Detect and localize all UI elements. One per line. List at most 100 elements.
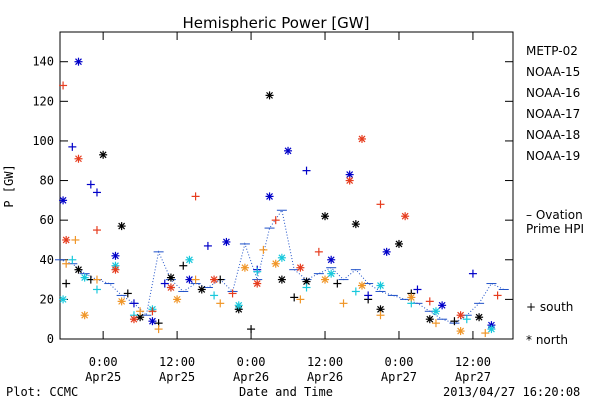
noaa-15-north-point: [74, 57, 83, 66]
noaa-18-north-point: [358, 281, 366, 290]
x-tick-label-date: Apr25: [85, 370, 121, 384]
legend-entry-noaa-17: NOAA-17: [526, 107, 580, 121]
noaa-18-north-point: [456, 327, 465, 336]
noaa-15-south-point: [302, 166, 311, 175]
metp-02-south-point: [333, 279, 342, 288]
noaa-18-south-point: [136, 307, 145, 316]
noaa-15-north-point: [111, 251, 120, 260]
y-tick-label: 100: [32, 134, 54, 148]
noaa-15-south-point: [413, 285, 422, 294]
noaa-15-north-point: [265, 192, 274, 201]
noaa-19-south-point: [314, 247, 323, 256]
noaa-19-south-point: [59, 81, 68, 90]
noaa-15-north-point: [327, 255, 336, 264]
noaa-16-north-point: [185, 255, 194, 264]
noaa-15-north-point: [382, 247, 391, 256]
noaa-18-south-point: [431, 319, 440, 328]
legend-entry-noaa-19: NOAA-19: [526, 149, 580, 163]
noaa-16-south-point: [68, 255, 77, 264]
noaa-16-north-point: [80, 273, 89, 282]
metp-02-north-point: [351, 220, 360, 229]
ovation-hpi-series: [59, 209, 505, 324]
metp-02-north-point: [265, 91, 274, 100]
metp-02-north-point: [425, 315, 434, 324]
noaa-16-south-point: [210, 291, 219, 300]
noaa-19-south-point: [493, 291, 502, 300]
metp-02-north-point: [197, 285, 206, 294]
metp-02-north-point: [475, 313, 484, 322]
noaa-18-north-point: [407, 293, 416, 302]
noaa-18-north-point: [240, 263, 249, 272]
noaa-15-south-point: [468, 269, 477, 278]
metp-02-south-point: [123, 289, 132, 298]
x-tick-label-time: 12:00: [455, 355, 491, 369]
noaa-19-south-point: [376, 200, 385, 209]
noaa-18-north-point: [80, 311, 89, 320]
plot-credit: Plot: CCMC: [6, 385, 78, 399]
noaa-15-south-point: [129, 299, 138, 308]
chart-title: Hemispheric Power [GW]: [183, 14, 370, 32]
noaa-16-north-point: [277, 253, 286, 262]
noaa-19-north-point: [166, 283, 175, 292]
noaa-15-south-point: [364, 291, 373, 300]
y-tick-label: 120: [32, 94, 54, 108]
legend-entry-metp-02: METP-02: [526, 44, 578, 58]
noaa-19-north-point: [253, 279, 262, 288]
legend-entry-noaa-15: NOAA-15: [526, 65, 580, 79]
noaa-19-north-point: [401, 212, 410, 221]
metp-02-north-point: [166, 273, 175, 282]
noaa-18-south-point: [62, 259, 71, 268]
noaa-18-south-point: [339, 299, 348, 308]
noaa-16-south-point: [302, 283, 311, 292]
noaa-16-south-point: [92, 285, 101, 294]
noaa-15-south-point: [92, 188, 101, 197]
metp-02-north-point: [117, 222, 126, 231]
metp-02-north-point: [321, 212, 330, 221]
legend-ovation-line1: – Ovation: [526, 208, 583, 222]
noaa-19-north-point: [62, 235, 71, 244]
noaa-16-south-point: [351, 287, 360, 296]
metp-02-north-point: [99, 150, 108, 159]
noaa-16-north-point: [376, 281, 385, 290]
noaa-18-north-point: [271, 259, 280, 268]
legend-entry-noaa-18: NOAA-18: [526, 128, 580, 142]
noaa-19-south-point: [271, 216, 280, 225]
metp-02-north-point: [277, 275, 286, 284]
noaa-15-north-point: [222, 237, 231, 246]
noaa-18-south-point: [376, 311, 385, 320]
noaa-15-south-point: [86, 180, 95, 189]
noaa-19-north-point: [111, 265, 120, 274]
noaa-19-north-point: [74, 154, 83, 163]
legend: METP-02 NOAA-15 NOAA-16 NOAA-17 NOAA-18 NOAA-…: [526, 44, 580, 163]
noaa-19-south-point: [92, 226, 101, 235]
x-tick-label-date: Apr27: [381, 370, 417, 384]
metp-02-south-point: [179, 261, 188, 270]
metp-02-north-point: [302, 277, 311, 286]
noaa-19-south-point: [425, 297, 434, 306]
metp-02-south-point: [247, 325, 256, 334]
noaa-18-south-point: [259, 245, 268, 254]
noaa-19-north-point: [358, 134, 366, 143]
x-tick-label-date: Apr26: [233, 370, 269, 384]
noaa-18-south-point: [296, 295, 305, 304]
x-tick-label-date: Apr25: [159, 370, 195, 384]
metp-02-south-point: [62, 279, 71, 288]
y-tick-label: 20: [40, 292, 54, 306]
noaa-19-south-point: [148, 307, 157, 316]
legend-entry-noaa-16: NOAA-16: [526, 86, 580, 100]
noaa-18-north-point: [321, 275, 330, 284]
metp-02-north-point: [74, 265, 83, 274]
x-tick-label-date: Apr27: [455, 370, 491, 384]
x-axis: 0:00Apr2512:00Apr250:00Apr2612:00Apr260:…: [85, 32, 491, 384]
noaa-16-north-point: [59, 295, 68, 304]
x-tick-label-time: 12:00: [307, 355, 343, 369]
noaa-15-north-point: [59, 196, 68, 205]
metp-02-south-point: [450, 317, 459, 326]
noaa-15-south-point: [68, 142, 77, 151]
data-markers: [59, 57, 502, 338]
noaa-16-south-point: [253, 267, 262, 276]
x-tick-label-time: 0:00: [385, 355, 414, 369]
noaa-16-south-point: [462, 315, 471, 324]
noaa-18-south-point: [154, 325, 163, 334]
